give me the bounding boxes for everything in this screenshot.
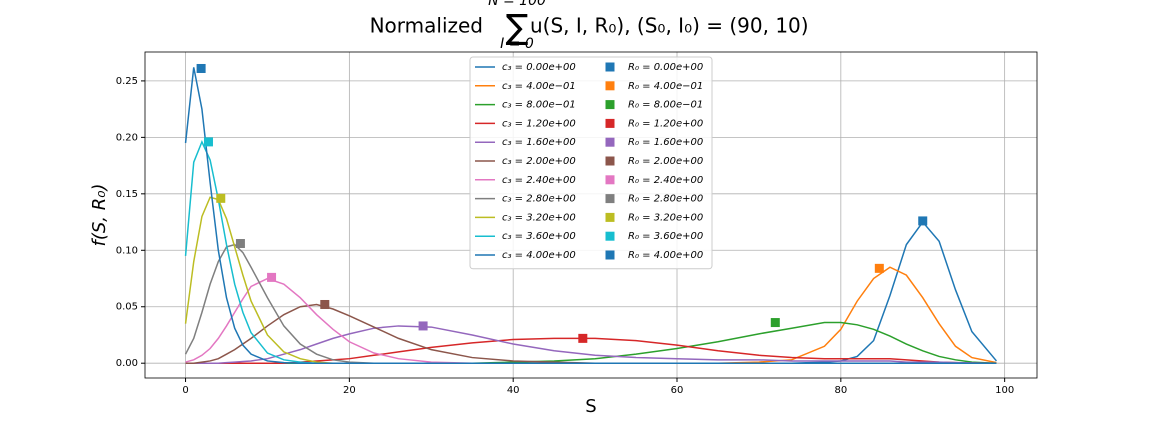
legend-marker [605,250,615,260]
legend-marker [605,194,615,204]
legend-marker [605,156,615,166]
square-marker [418,321,428,331]
chart-title: Normalized [370,14,483,38]
y-axis-label: f(S, R₀) [89,184,110,247]
legend-label: c₃ = 3.60e+00 [502,231,576,242]
legend-label: R₀ = 8.00e−01 [628,100,703,111]
legend-marker [605,118,615,128]
legend-label: c₃ = 1.20e+00 [502,118,576,129]
legend-label: R₀ = 2.80e+00 [628,194,703,205]
legend-marker [605,62,615,72]
y-tick-label: 0.25 [116,76,138,87]
legend-label: c₃ = 3.20e+00 [502,212,576,223]
legend-label: c₃ = 0.00e+00 [502,62,576,73]
y-tick-label: 0.00 [116,358,138,369]
legend-label: c₃ = 4.00e−01 [502,81,576,92]
x-axis-label: S [585,396,596,417]
line [184,67,997,364]
plot-frame [144,51,1038,379]
square-marker [578,333,588,343]
legend-label: R₀ = 3.20e+00 [628,212,703,223]
legend-label: c₃ = 2.00e+00 [502,156,576,167]
legend: c₃ = 0.00e+00 c₃ = 4.00e−01 c₃ = 8.00e−01 c… [469,56,713,270]
square-marker [267,272,277,282]
legend-marker [605,231,615,241]
x-tick-label: 0 [182,385,188,396]
x-tick-label: 80 [834,385,847,396]
legend-label: R₀ = 4.00e−01 [628,81,703,92]
y-tick-label: 0.10 [116,245,138,256]
square-marker [874,263,884,273]
square-marker [320,299,330,309]
square-marker [203,137,213,147]
title-rest: u(S, I, R₀), (S₀, I₀) = (90, 10) [530,14,809,38]
legend-label: c₃ = 4.00e+00 [502,250,576,261]
legend-label: R₀ = 0.00e+00 [628,62,703,73]
legend-label: c₃ = 2.80e+00 [502,194,576,205]
legend-label: R₀ = 1.20e+00 [628,118,703,129]
y-tick-label: 0.05 [116,302,138,313]
legend-box [469,56,713,270]
y-tick-label: 0.20 [116,132,138,143]
x-tick-label: 40 [507,385,520,396]
line [185,337,997,364]
legend-label: R₀ = 2.00e+00 [628,156,703,167]
legend-marker [605,81,615,91]
square-marker [235,239,245,249]
legend-marker [605,100,615,110]
x-tick-label: 100 [995,385,1014,396]
line [185,325,997,364]
legend-label: c₃ = 8.00e−01 [502,100,576,111]
legend-label: R₀ = 3.60e+00 [628,231,703,242]
legend-label: c₃ = 2.40e+00 [502,175,576,186]
square-marker [196,63,206,73]
y-tick-label: 0.15 [116,189,138,200]
legend-marker [605,175,615,185]
square-marker [770,318,780,328]
legend-label: R₀ = 2.40e+00 [628,175,703,186]
title-sum-lower: I = 0 [500,36,534,52]
legend-label: R₀ = 1.60e+00 [628,137,703,148]
x-tick-label: 20 [343,385,356,396]
title-sum-upper: N = 100 [488,0,546,9]
legend-marker [605,212,615,222]
legend-marker [605,137,615,147]
title-sum: ∑ [506,8,529,48]
x-tick-label: 60 [671,385,684,396]
square-marker [918,216,928,226]
legend-label: R₀ = 4.00e+00 [628,250,703,261]
square-marker [216,193,226,203]
legend-label: c₃ = 1.60e+00 [502,137,576,148]
